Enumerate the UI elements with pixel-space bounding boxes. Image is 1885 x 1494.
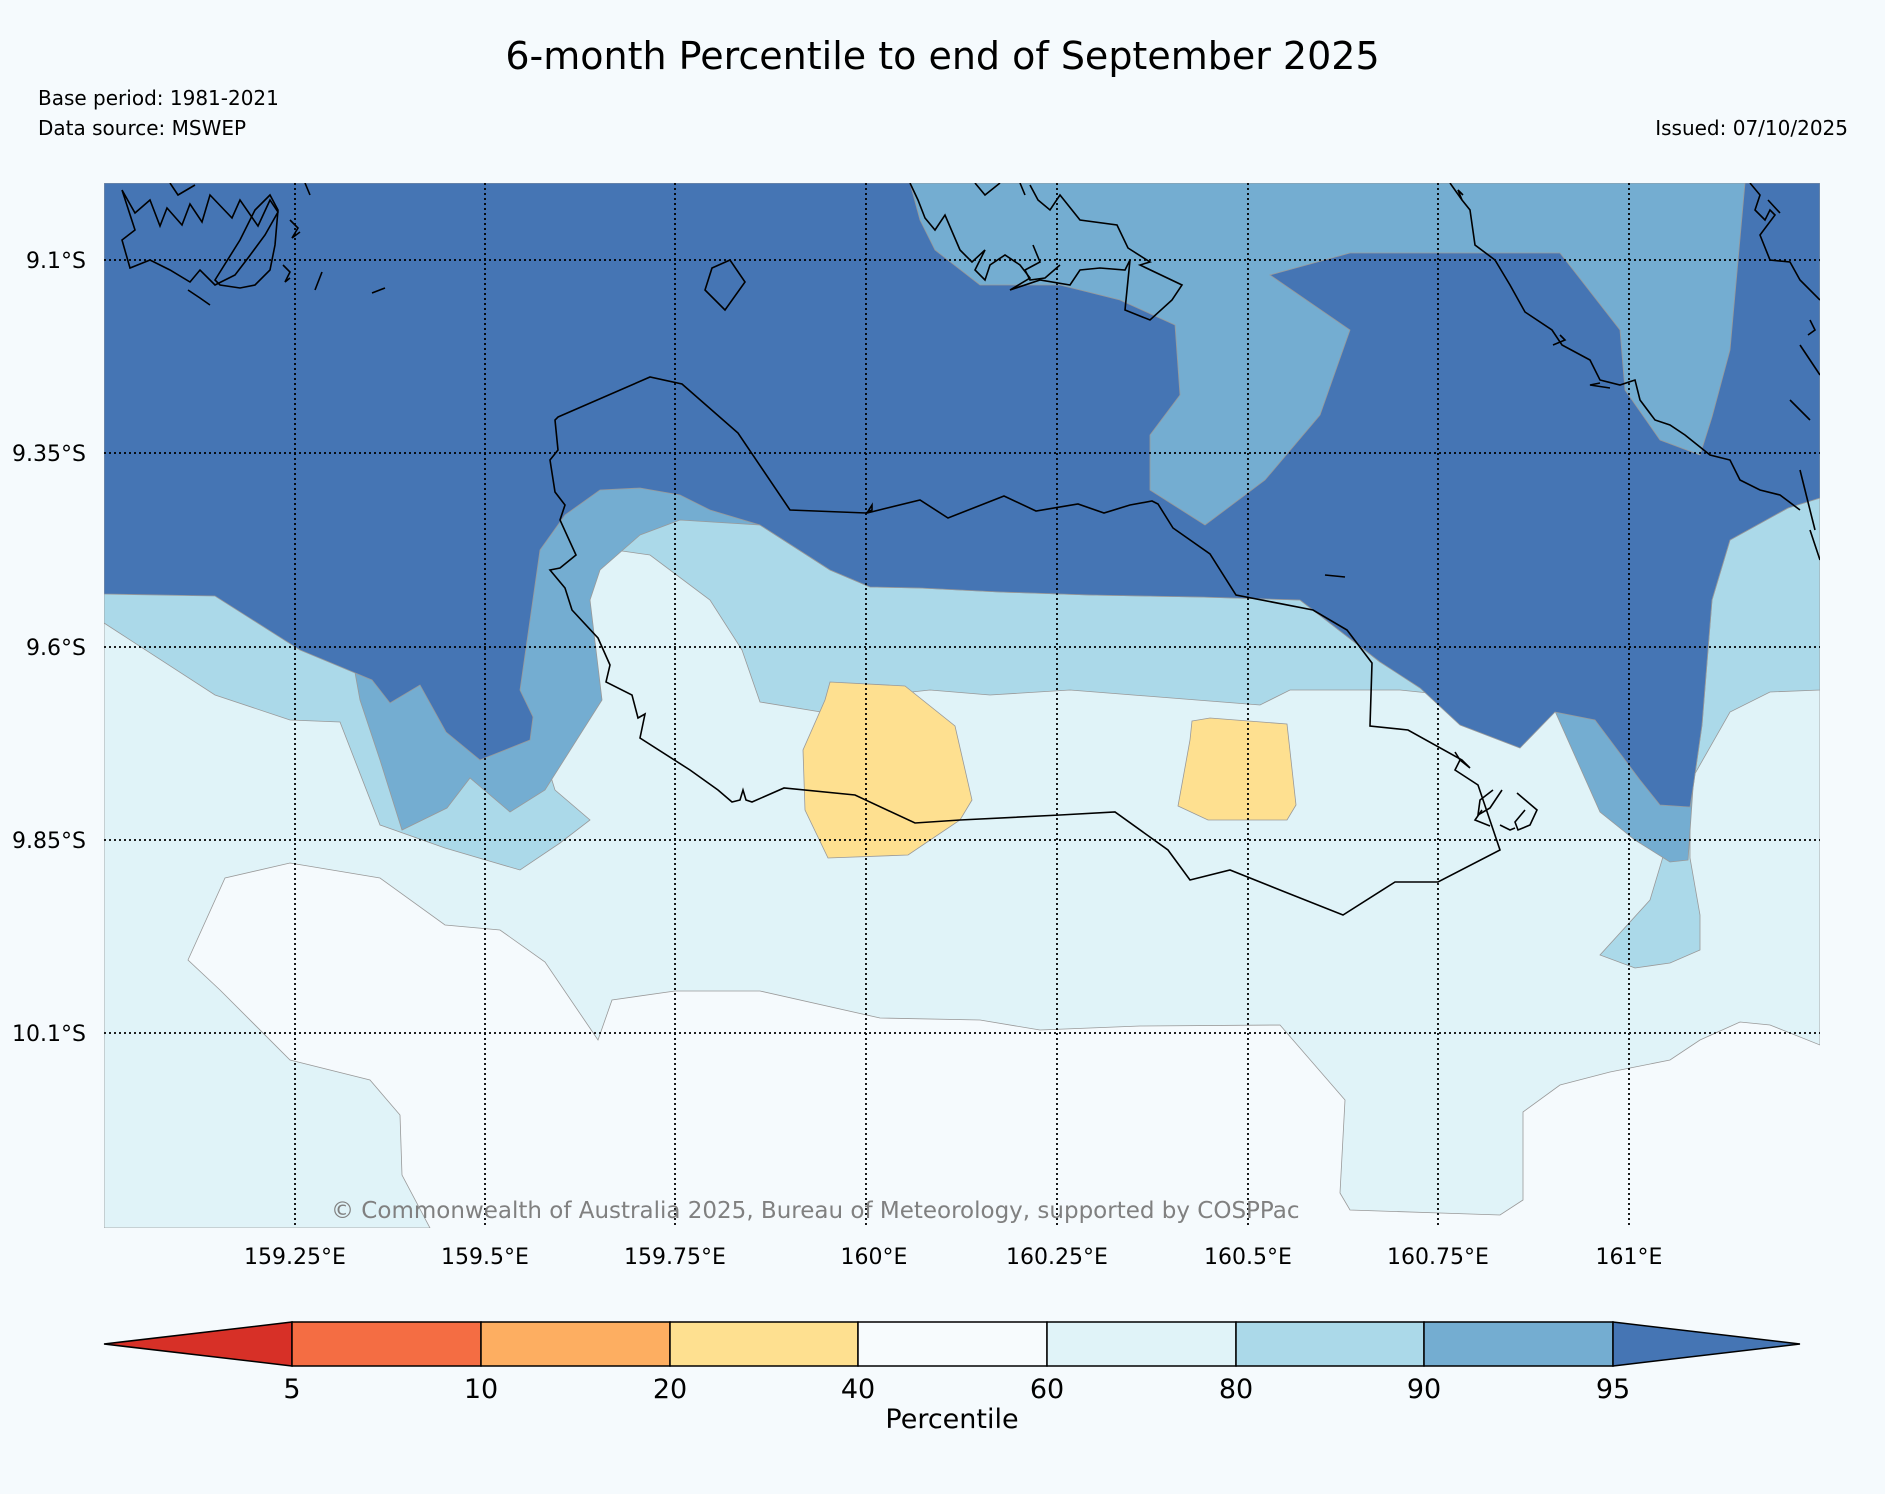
lat-label: 9.1°S [26,249,86,274]
lon-label: 160.5°E [1204,1245,1292,1270]
colorbar-tick: 40 [841,1374,875,1405]
colorbar-label: Percentile [885,1404,1018,1435]
colorbar-extend-high [1612,1321,1801,1367]
colorbar-segment [1423,1321,1614,1367]
colorbar-tick: 90 [1407,1374,1441,1405]
lon-label: 161°E [1596,1245,1663,1270]
region-20-40-east [1177,717,1297,821]
lon-label: 160.75°E [1387,1245,1489,1270]
map-title: 6-month Percentile to end of September 2… [505,34,1380,78]
colorbar-segment [480,1321,671,1367]
lon-label: 160°E [841,1245,908,1270]
region-20-40-west [802,681,973,859]
lat-label: 9.85°S [12,829,86,854]
data-source-text: Data source: MSWEP [38,116,247,140]
coastlines [121,183,1820,916]
lon-label: 159.75°E [624,1245,726,1270]
graticule [104,183,1820,1228]
colorbar-segment [1235,1321,1425,1367]
lat-label: 10.1°S [12,1022,86,1047]
lon-label: 159.5°E [441,1245,529,1270]
colorbar-tick: 60 [1030,1374,1064,1405]
colorbar-segment [857,1321,1048,1367]
region-above-95 [104,183,1820,808]
colorbar: 5 10 20 40 60 80 90 95 Percentile [103,1321,1801,1435]
issued-date-text: Issued: 07/10/2025 [1655,116,1848,140]
colorbar-tick: 20 [653,1374,687,1405]
lat-label: 9.35°S [12,442,86,467]
map-plot-area [104,183,1820,1228]
colorbar-tick: 95 [1596,1374,1630,1405]
latitude-labels: 9.1°S 9.35°S 9.6°S 9.85°S 10.1°S [12,249,86,1047]
colorbar-segment [669,1321,859,1367]
lon-label: 160.25°E [1006,1245,1108,1270]
lat-label: 9.6°S [26,636,86,661]
colorbar-segment [1046,1321,1237,1367]
colorbar-extend-low [103,1321,293,1367]
colorbar-tick: 80 [1219,1374,1253,1405]
lon-label: 159.25°E [244,1245,346,1270]
longitude-labels: 159.25°E 159.5°E 159.75°E 160°E 160.25°E… [244,1245,1662,1270]
colorbar-tick: 10 [464,1374,498,1405]
colorbar-segment [291,1321,482,1367]
copyright-text: © Commonwealth of Australia 2025, Bureau… [331,1198,1300,1224]
base-period-text: Base period: 1981-2021 [38,86,279,110]
colorbar-tick: 5 [283,1374,300,1405]
